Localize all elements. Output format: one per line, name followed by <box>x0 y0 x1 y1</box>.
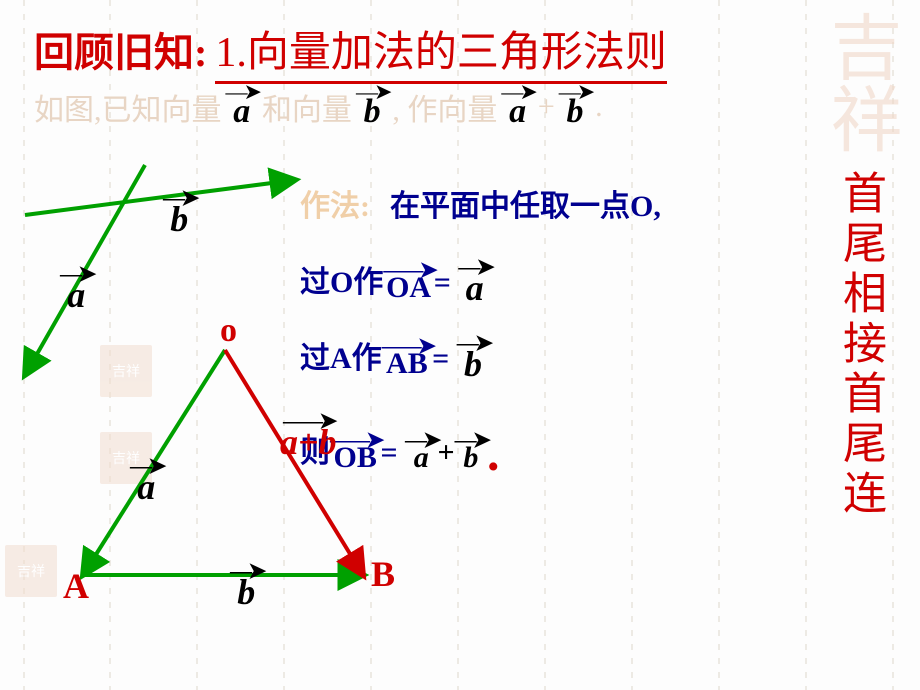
main-title: 1.向量加法的三角形法则 <box>215 18 667 84</box>
title-row: 回顾旧知: 1.向量加法的三角形法则 <box>34 18 667 84</box>
vector-a-symbol: —➤ a <box>501 86 533 129</box>
label-vector-b: —➤b <box>163 192 195 237</box>
vector-a-symbol: —➤ a <box>458 261 490 306</box>
label-vector-b: —➤b <box>230 565 262 610</box>
seal-decoration: 吉祥 <box>807 10 912 154</box>
prompt-text: + <box>538 90 555 124</box>
review-label: 回顾旧知: <box>34 20 207 78</box>
label-vector-a: —➤a <box>130 460 162 505</box>
vector-b-symbol: —➤ b <box>559 86 591 129</box>
vector-b-symbol: —➤ b <box>455 434 487 473</box>
prompt-row: 如图,已知向量 —➤ a 和向量 —➤ b , 作向量 —➤ a + —➤ b … <box>34 85 603 129</box>
prompt-text: . <box>595 90 603 124</box>
prompt-text: 和向量 <box>262 85 352 129</box>
diagram-area: —➤a —➤b —➤a —➤b ——➤a+b o A B <box>15 165 415 595</box>
point-O: o <box>220 312 237 350</box>
point-A: A <box>63 565 89 607</box>
label-vector-aplusb: ——➤a+b <box>280 415 337 460</box>
vector-a-symbol: —➤ a <box>226 86 258 129</box>
mnemonic-vertical: 首尾相接首尾连 <box>828 170 892 520</box>
vector-diagram <box>15 165 415 595</box>
prompt-text: , 作向量 <box>392 85 497 129</box>
prompt-text: 如图,已知向量 <box>34 85 222 129</box>
point-B: B <box>371 553 395 595</box>
vector-b-symbol: —➤ b <box>457 337 489 382</box>
vector-b-symbol: —➤ b <box>356 86 388 129</box>
label-vector-a: —➤a <box>60 268 92 313</box>
